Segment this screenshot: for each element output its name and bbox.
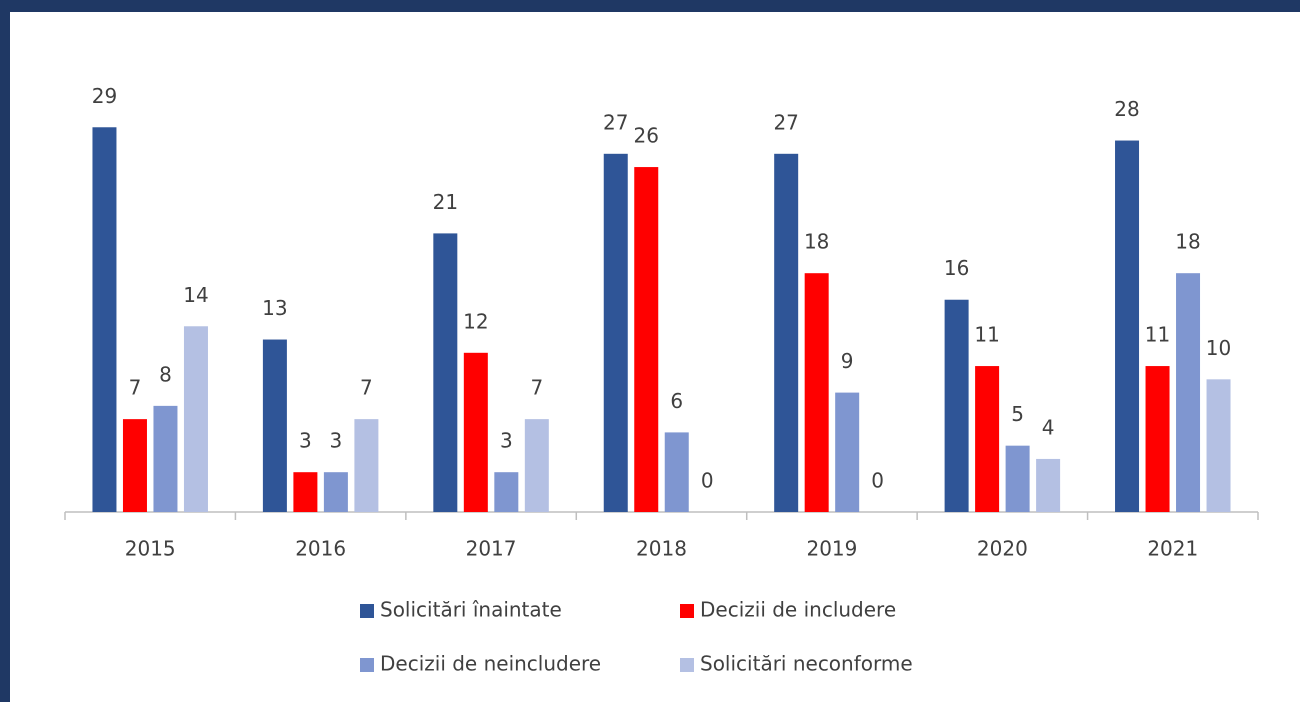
bar [433,233,458,512]
legend-label: Solicitări neconforme [700,652,913,676]
data-label: 11 [974,323,999,347]
bar [1176,273,1201,512]
data-label: 14 [183,283,208,307]
bar [944,299,969,512]
x-tick-label: 2017 [466,537,517,561]
data-label: 0 [871,469,884,493]
data-label: 3 [330,429,343,453]
bar [1115,140,1140,513]
data-label: 4 [1042,415,1055,439]
data-label: 11 [1145,323,1170,347]
data-label: 3 [500,429,513,453]
data-label: 28 [1114,97,1139,121]
data-label: 9 [841,349,854,373]
bar [1145,366,1170,512]
legend-swatch [680,658,694,672]
data-label: 29 [92,84,117,108]
data-label: 16 [944,256,969,280]
bar [463,352,488,512]
frame-left [0,0,10,702]
legend-label: Solicitări înaintate [380,598,562,622]
x-tick-label: 2015 [125,537,176,561]
data-label: 7 [360,376,373,400]
bar [122,419,147,512]
bar [153,405,178,512]
data-label: 8 [159,362,172,386]
bar [262,339,287,512]
data-label: 21 [433,190,458,214]
legend-swatch [360,604,374,618]
bar [354,419,379,512]
bar [804,273,829,512]
data-label: 7 [530,376,543,400]
bar [494,472,519,512]
data-label: 12 [463,309,488,333]
bar [1206,379,1231,512]
bar [774,153,799,513]
bar [323,472,348,512]
bar [634,167,659,513]
data-label: 5 [1011,402,1024,426]
bar [92,127,117,513]
bar [524,419,549,512]
frame-top [0,0,1300,12]
bar [293,472,318,512]
bar [975,366,1000,512]
bar [1005,445,1030,512]
data-label: 18 [1175,230,1200,254]
x-tick-label: 2016 [295,537,346,561]
legend-swatch [360,658,374,672]
legend-label: Decizii de includere [700,598,896,622]
data-label: 27 [603,110,628,134]
bar [664,432,689,512]
data-label: 10 [1206,336,1231,360]
data-label: 13 [262,296,287,320]
data-label: 27 [773,110,798,134]
legend-swatch [680,604,694,618]
data-label: 7 [129,376,142,400]
data-label: 6 [670,389,683,413]
data-label: 3 [299,429,312,453]
data-label: 0 [701,469,714,493]
bar [183,326,208,512]
x-tick-label: 2019 [806,537,857,561]
data-label: 18 [804,230,829,254]
bar [603,153,628,513]
x-tick-label: 2020 [977,537,1028,561]
bar [835,392,860,512]
bar [1036,458,1061,512]
legend-label: Decizii de neincludere [380,652,601,676]
x-tick-label: 2021 [1147,537,1198,561]
data-label: 26 [634,124,659,148]
x-tick-label: 2018 [636,537,687,561]
